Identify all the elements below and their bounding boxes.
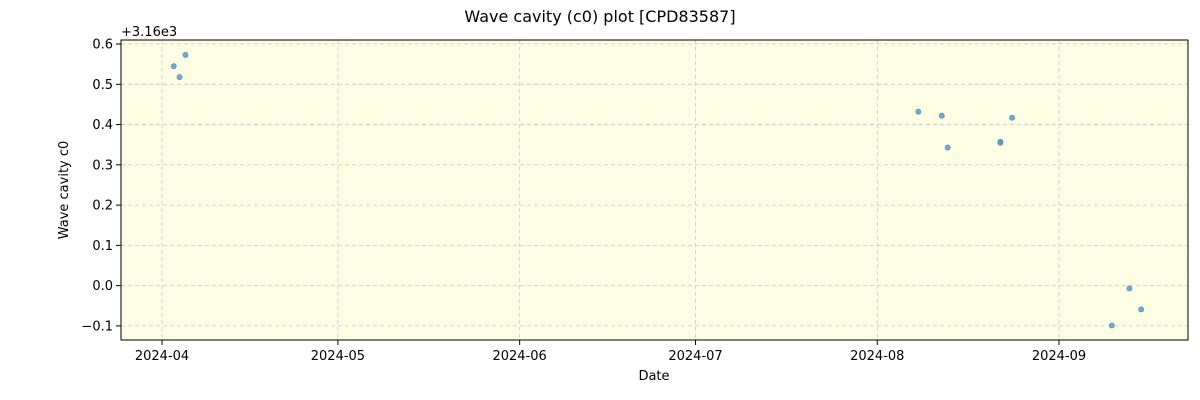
y-tick-label: 0.2 [92,199,113,214]
data-point [997,139,1004,146]
grid-lines [121,40,1188,340]
y-tick-label: 0.4 [92,118,113,133]
x-axis-ticks: 2024-04 2024-05 2024-06 2024-07 2024-08 2024-… [135,340,1086,364]
y-tick-label: 0.3 [92,158,113,173]
x-tick-label: 2024-05 [311,349,365,364]
data-point [1138,306,1144,313]
data-point [938,112,945,119]
data-point [170,63,177,70]
x-axis-title: Date [638,369,669,384]
plot-frame [120,39,1189,341]
x-tick-label: 2024-06 [492,349,546,364]
y-tick-label: 0.0 [92,279,113,294]
data-point [1108,322,1115,329]
data-point [1009,114,1016,121]
data-point [944,144,951,151]
data-points [170,51,1144,329]
chart-title: Wave cavity (c0) plot [CPD83587] [464,7,735,26]
y-tick-label: −0.1 [81,319,113,334]
data-point [915,108,922,115]
y-axis-ticks: 0.6 0.5 0.4 0.3 0.2 0.1 0.0 −0.1 [81,38,121,334]
plot-area [121,40,1188,340]
x-tick-label: 2024-04 [135,349,189,364]
data-point [1126,285,1133,292]
y-tick-label: 0.5 [92,78,113,93]
y-axis-title: Wave cavity c0 [57,141,72,240]
data-point [182,51,189,58]
x-tick-label: 2024-08 [850,349,904,364]
y-tick-label: 0.1 [92,239,113,254]
y-tick-label: 0.6 [92,38,113,53]
data-point [176,74,183,80]
y-offset-label: +3.16e3 [121,25,177,40]
x-tick-label: 2024-09 [1032,349,1086,364]
x-tick-label: 2024-07 [668,349,722,364]
